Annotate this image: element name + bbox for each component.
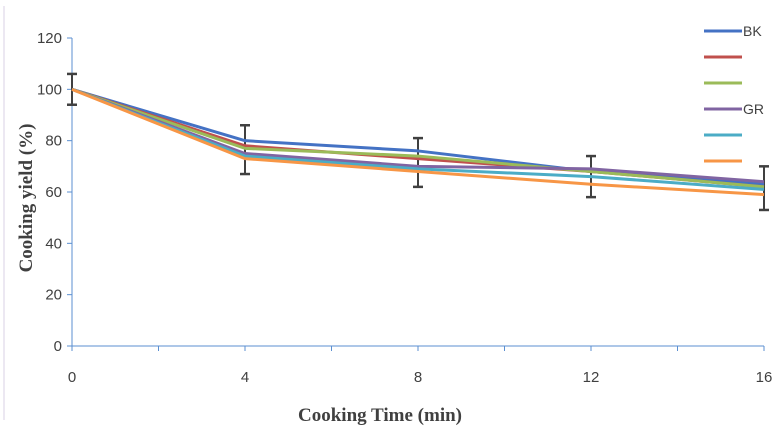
y-tick-label: 0 bbox=[54, 338, 62, 355]
y-tick-label: 100 bbox=[37, 81, 62, 98]
x-tick-label: 8 bbox=[414, 369, 422, 386]
series-lines bbox=[71, 87, 765, 197]
y-tick-label: 60 bbox=[45, 184, 62, 201]
series-line-3 bbox=[71, 87, 765, 189]
x-axis-title: Cooking Time (min) bbox=[298, 405, 462, 426]
x-tick-label: 16 bbox=[756, 369, 773, 386]
series-line-5 bbox=[71, 87, 765, 191]
x-tick-label: 0 bbox=[68, 369, 76, 386]
y-tick-label: 120 bbox=[37, 30, 62, 47]
x-tick-label: 4 bbox=[241, 369, 249, 386]
series-line-4 bbox=[71, 87, 765, 184]
legend: BK GR bbox=[704, 23, 764, 163]
y-tick-label: 40 bbox=[45, 235, 62, 252]
legend-label-1: BK bbox=[743, 23, 762, 39]
x-tick-label: 12 bbox=[583, 369, 600, 386]
y-tick-label: 80 bbox=[45, 133, 62, 150]
series-line-6 bbox=[71, 87, 765, 197]
y-tick-label: 20 bbox=[45, 287, 62, 304]
y-axis-title: Cooking yield (%) bbox=[16, 124, 37, 273]
axes: 0 20 40 60 80 100 120 0 4 8 12 16 bbox=[37, 30, 772, 386]
legend-label-4: GR bbox=[743, 101, 764, 117]
